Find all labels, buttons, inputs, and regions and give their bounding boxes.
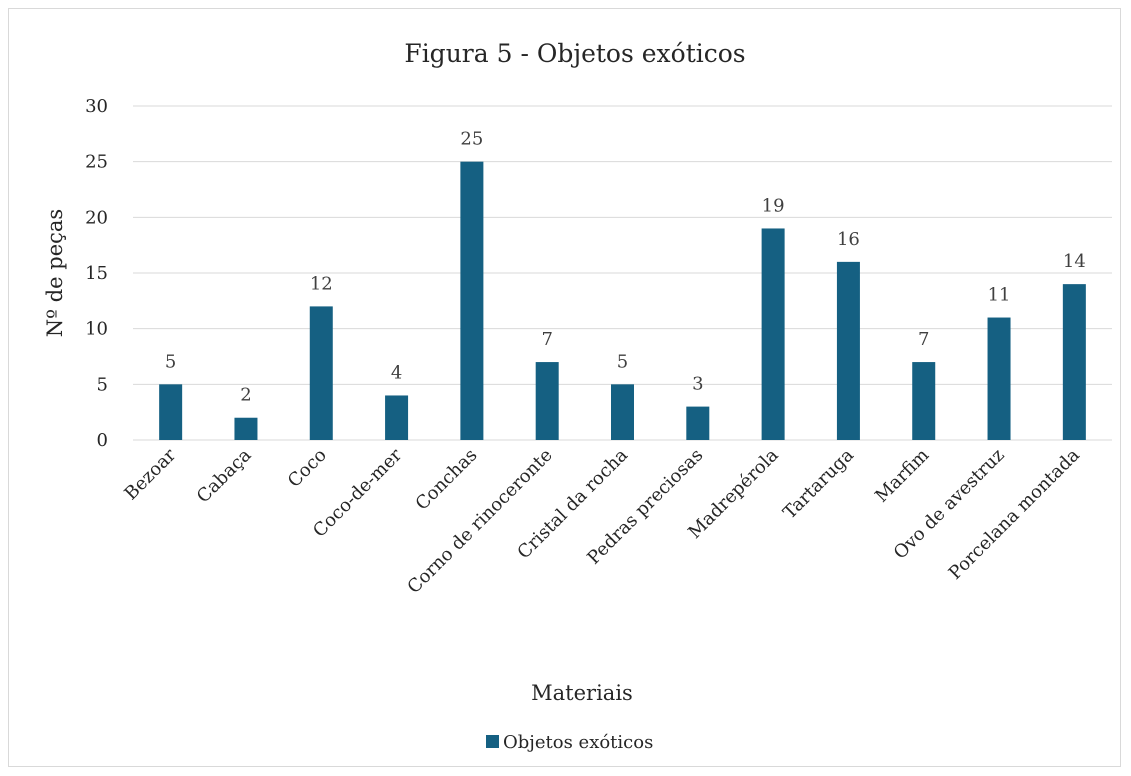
data-label: 3 xyxy=(692,374,703,395)
chart-frame xyxy=(8,8,1121,767)
x-tick-label: Porcelana montada xyxy=(945,444,1084,583)
gridlines xyxy=(133,105,1112,441)
bar-bezoar xyxy=(159,384,183,440)
data-label: 5 xyxy=(617,351,628,372)
data-label: 2 xyxy=(240,385,251,406)
bar-conchas xyxy=(460,161,484,440)
legend-item-objetos-exoticos: Objetos exóticos xyxy=(503,732,653,753)
bar-madrep-rola xyxy=(761,228,785,440)
bar-pedras-preciosas xyxy=(686,406,710,440)
data-label: 25 xyxy=(460,129,483,150)
bars xyxy=(159,161,1086,440)
bar-marfim xyxy=(912,362,936,440)
x-tick-label: Corno de rinoceronte xyxy=(403,445,556,598)
bar-tartaruga xyxy=(836,261,860,440)
bar-ovo-de-avestruz xyxy=(987,317,1011,440)
data-label: 7 xyxy=(541,329,552,350)
data-label: 14 xyxy=(1063,251,1086,272)
x-tick-label: Marfim xyxy=(871,445,933,507)
data-label: 5 xyxy=(165,351,176,372)
data-label: 7 xyxy=(918,329,929,350)
x-axis-title: Materiais xyxy=(531,681,633,705)
legend-swatch xyxy=(486,735,499,748)
bar-coco xyxy=(309,306,333,440)
bar-porcelana-montada xyxy=(1062,284,1086,440)
x-tick-label: Cabaça xyxy=(193,445,256,508)
x-tick-label: Conchas xyxy=(412,445,482,515)
data-label: 19 xyxy=(762,195,785,216)
y-axis-title: Nº de peças xyxy=(43,209,67,337)
data-label: 16 xyxy=(837,229,860,250)
data-label: 11 xyxy=(988,285,1011,306)
legend: Objetos exóticos xyxy=(486,732,653,753)
y-tick-label: 30 xyxy=(85,96,108,117)
y-tick-labels: 0 5 10 15 20 25 30 xyxy=(85,96,108,451)
bar-corno-de-rinoceronte xyxy=(535,362,559,440)
x-tick-label: Bezoar xyxy=(120,444,180,504)
y-tick-label: 10 xyxy=(85,319,108,340)
y-tick-label: 20 xyxy=(85,207,108,228)
y-tick-label: 15 xyxy=(85,263,108,284)
x-tick-label: Tartaruga xyxy=(779,445,858,524)
chart-title: Figura 5 - Objetos exóticos xyxy=(404,39,745,68)
data-labels: 5 2 12 4 25 7 5 3 19 16 7 11 14 xyxy=(165,129,1086,406)
y-tick-label: 0 xyxy=(97,430,108,451)
bar-coco-de-mer xyxy=(385,395,409,440)
bar-cristal-da-rocha xyxy=(611,384,634,440)
y-tick-label: 5 xyxy=(97,374,108,395)
data-label: 12 xyxy=(310,273,333,294)
bar-caba-a xyxy=(234,417,258,440)
x-tick-label: Coco xyxy=(284,445,331,492)
y-tick-label: 25 xyxy=(85,152,108,173)
data-label: 4 xyxy=(391,362,402,383)
